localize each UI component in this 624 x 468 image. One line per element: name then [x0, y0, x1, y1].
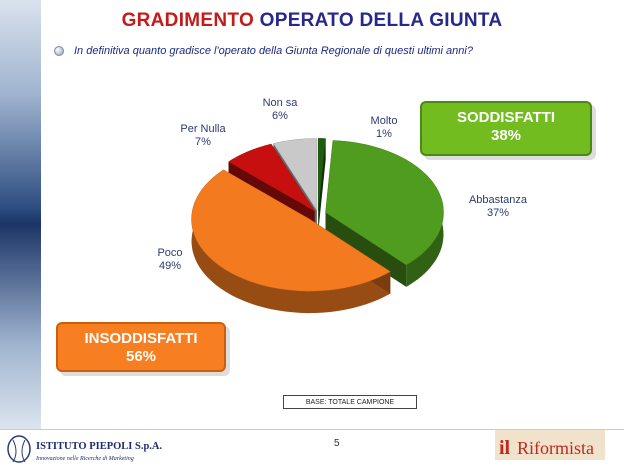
slice-value-per-nulla: 7%: [195, 136, 211, 148]
pie-slice-top-molto: [317, 138, 326, 211]
piepoli-logo: ISTITUTO PIEPOLI S.p.A. Innovazione nell…: [7, 435, 163, 463]
satisfied-callout: SODDISFATTI 38%: [420, 101, 592, 156]
unsatisfied-value: 56%: [125, 348, 157, 365]
pie-slice-top-non-sa: [272, 138, 318, 212]
riformista-prefix: il: [499, 437, 511, 459]
pie-slice-top-abbastanza: [325, 140, 444, 266]
bullet-icon: [54, 46, 64, 57]
slice-name-poco: Poco: [157, 247, 183, 259]
base-note: BASE: TOTALE CAMPIONE: [283, 395, 417, 409]
page-number: 5: [334, 438, 340, 449]
pie-slice-top-poco: [191, 169, 391, 292]
unsatisfied-title: INSODDISFATTI: [84, 330, 198, 347]
title-part-2: OPERATO DELLA GIUNTA: [259, 10, 503, 31]
left-decorative-band: [0, 0, 41, 430]
slice-value-molto: 1%: [376, 128, 392, 140]
question-text-row: In definitiva quanto gradisce l'operato …: [54, 45, 614, 57]
satisfied-title: SODDISFATTI: [456, 109, 556, 126]
slice-value-abbastanza: 37%: [486, 207, 510, 219]
pie-slice-top-per-nulla: [228, 143, 315, 212]
slice-name-non-sa: Non sa: [262, 97, 298, 109]
slice-label-per-nulla: Per Nulla 7%: [174, 123, 232, 149]
satisfied-value: 38%: [490, 127, 522, 144]
slice-value-poco: 49%: [158, 260, 182, 272]
slice-name-abbastanza: Abbastanza: [468, 194, 528, 206]
footer-divider: [0, 429, 624, 430]
page-title: GRADIMENTO OPERATO DELLA GIUNTA: [0, 10, 624, 32]
slice-label-molto: Molto 1%: [362, 115, 406, 141]
slice-value-non-sa: 6%: [272, 110, 288, 122]
pie-slice-poco: [191, 169, 391, 314]
pie-slice-molto: [317, 138, 326, 233]
slice-label-poco: Poco 49%: [150, 247, 190, 273]
slice-label-non-sa: Non sa 6%: [256, 97, 304, 123]
piepoli-name: ISTITUTO PIEPOLI S.p.A.: [36, 441, 163, 452]
pie-slice-abbastanza: [325, 140, 444, 287]
title-part-1: GRADIMENTO: [121, 10, 255, 31]
slice-name-per-nulla: Per Nulla: [180, 123, 226, 135]
slice-name-molto: Molto: [370, 115, 398, 127]
piepoli-tagline: Innovazione nelle Ricerche di Marketing: [35, 456, 134, 462]
slice-label-abbastanza: Abbastanza 37%: [462, 194, 534, 220]
riformista-name: Riformista: [517, 438, 594, 458]
question-text: In definitiva quanto gradisce l'operato …: [74, 45, 473, 57]
unsatisfied-callout: INSODDISFATTI 56%: [56, 322, 226, 372]
riformista-logo: il Riformista: [495, 430, 605, 460]
